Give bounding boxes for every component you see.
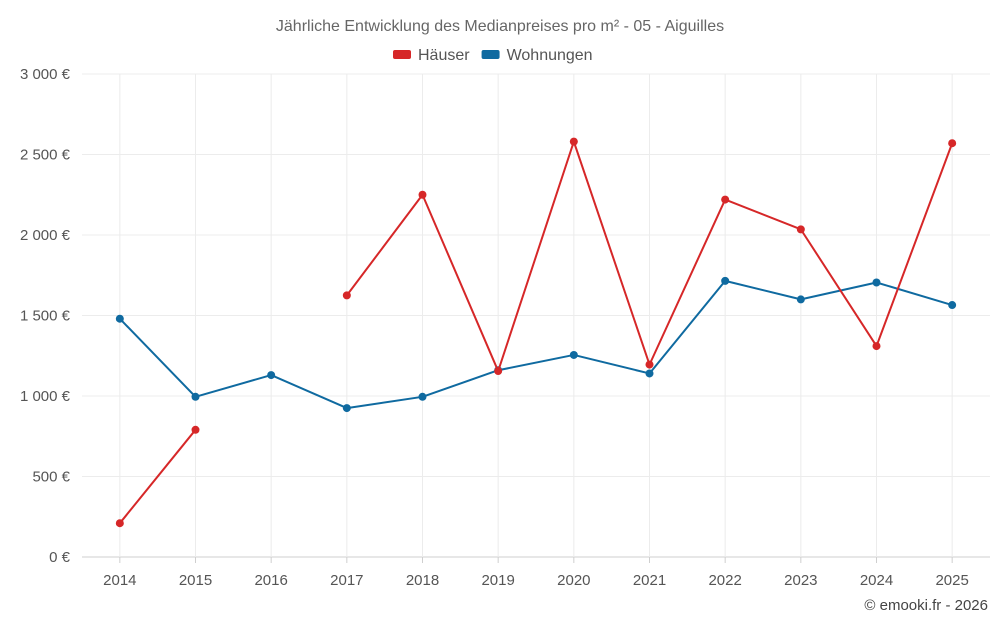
x-tick-label: 2021 [633, 572, 666, 589]
x-tick-label: 2014 [103, 572, 136, 589]
data-point[interactable] [115, 519, 124, 528]
legend-item[interactable]: Wohnungen [481, 47, 593, 64]
x-tick-label: 2017 [330, 572, 363, 589]
series-line [119, 279, 953, 410]
legend-label: Wohnungen [507, 47, 593, 64]
data-point[interactable] [569, 350, 578, 359]
data-point[interactable] [267, 371, 276, 380]
y-tick-label: 2 500 € [20, 147, 71, 164]
legend: Häuser Wohnungen [393, 47, 593, 64]
data-point[interactable] [418, 392, 427, 401]
data-point[interactable] [872, 342, 881, 351]
data-point[interactable] [342, 404, 351, 413]
y-axis: 0 € 500 € 1 000 € 1 500 € 2 000 € 2 500 € 3 00… [20, 66, 71, 566]
data-point[interactable] [191, 392, 200, 401]
series-line [119, 429, 197, 524]
x-axis: 2014 2015 2016 2017 2018 2019 2020 2021 2022 2023… [103, 557, 969, 589]
series-häuser [115, 137, 957, 528]
y-tick-label: 2 000 € [20, 227, 71, 244]
x-tick-label: 2019 [481, 572, 514, 589]
data-point[interactable] [948, 301, 957, 310]
data-point[interactable] [645, 369, 654, 378]
chart-title: Jährliche Entwicklung des Medianpreises … [276, 18, 724, 35]
x-tick-label: 2015 [179, 572, 212, 589]
x-tick-label: 2020 [557, 572, 590, 589]
y-tick-label: 1 000 € [20, 388, 71, 405]
data-point[interactable] [721, 195, 730, 204]
data-point[interactable] [872, 278, 881, 287]
data-point[interactable] [191, 425, 200, 434]
y-tick-label: 3 000 € [20, 66, 71, 83]
data-point[interactable] [569, 137, 578, 146]
data-point[interactable] [796, 295, 805, 304]
data-point[interactable] [721, 276, 730, 285]
data-point[interactable] [796, 225, 805, 234]
data-point[interactable] [115, 314, 124, 323]
data-point[interactable] [645, 360, 654, 369]
y-tick-label: 500 € [32, 469, 70, 486]
credit-text: © emooki.fr - 2026 [864, 597, 988, 614]
gridlines [82, 73, 990, 558]
x-tick-label: 2024 [860, 572, 893, 589]
data-point[interactable] [342, 291, 351, 300]
x-tick-label: 2022 [708, 572, 741, 589]
data-point[interactable] [948, 139, 957, 148]
x-tick-label: 2025 [935, 572, 968, 589]
legend-swatch [481, 50, 500, 59]
series-group [115, 137, 957, 528]
data-point[interactable] [418, 190, 427, 199]
series-wohnungen [115, 276, 957, 413]
legend-swatch [393, 50, 411, 59]
x-tick-label: 2016 [254, 572, 287, 589]
data-point[interactable] [494, 367, 503, 376]
y-tick-label: 0 € [49, 549, 71, 566]
y-tick-label: 1 500 € [20, 308, 71, 325]
legend-item[interactable]: Häuser [393, 47, 470, 64]
legend-label: Häuser [418, 47, 470, 64]
x-tick-label: 2023 [784, 572, 817, 589]
x-tick-label: 2018 [406, 572, 439, 589]
